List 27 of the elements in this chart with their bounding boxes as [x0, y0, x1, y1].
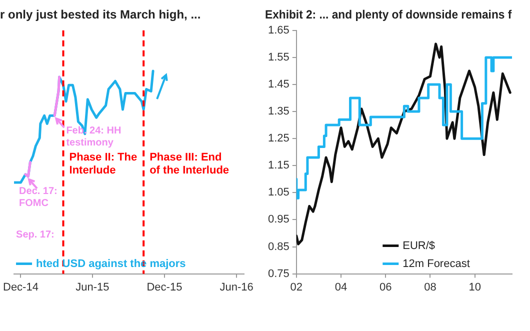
annotation: Sep. 17: — [16, 230, 54, 241]
y-tick-label: 1.25 — [268, 132, 290, 145]
x-tick-label: Dec-15 — [146, 281, 182, 294]
x-tick-label: Jun-16 — [220, 281, 254, 294]
x-tick-label: 06 — [380, 281, 392, 294]
x-tick-label: Dec-14 — [2, 281, 38, 294]
y-tick-label: 0.75 — [268, 268, 290, 280]
annotation: Dec. 17: FOMC — [19, 186, 58, 210]
y-tick-label: 1.45 — [268, 78, 290, 91]
x-tick-label: 08 — [424, 281, 436, 294]
chart-title: r only just bested its March high, ... — [0, 8, 201, 22]
y-tick-label: 1.05 — [268, 186, 290, 199]
ref-line-label: Phase II: The Interlude — [69, 152, 138, 177]
ref-line-label: Phase III: End of the Interlude — [150, 152, 230, 177]
x-tick-label: Jun-15 — [76, 281, 110, 294]
chart-title: Exhibit 2: ... and plenty of downside remains f — [265, 8, 512, 22]
y-tick-label: 0.85 — [268, 240, 290, 253]
x-tick-label: 10 — [468, 281, 481, 294]
y-tick-label: 1.35 — [268, 106, 290, 118]
y-tick-label: 0.95 — [268, 214, 290, 226]
y-tick-label: 1.65 — [268, 24, 290, 36]
legend-label: 12m Forecast — [402, 258, 470, 270]
x-tick-label: 04 — [334, 281, 348, 294]
y-tick-label: 1.55 — [268, 51, 290, 64]
y-tick-label: 1.15 — [268, 160, 290, 172]
x-tick-label: 02 — [290, 281, 303, 294]
legend-label: EUR/$ — [402, 240, 436, 252]
